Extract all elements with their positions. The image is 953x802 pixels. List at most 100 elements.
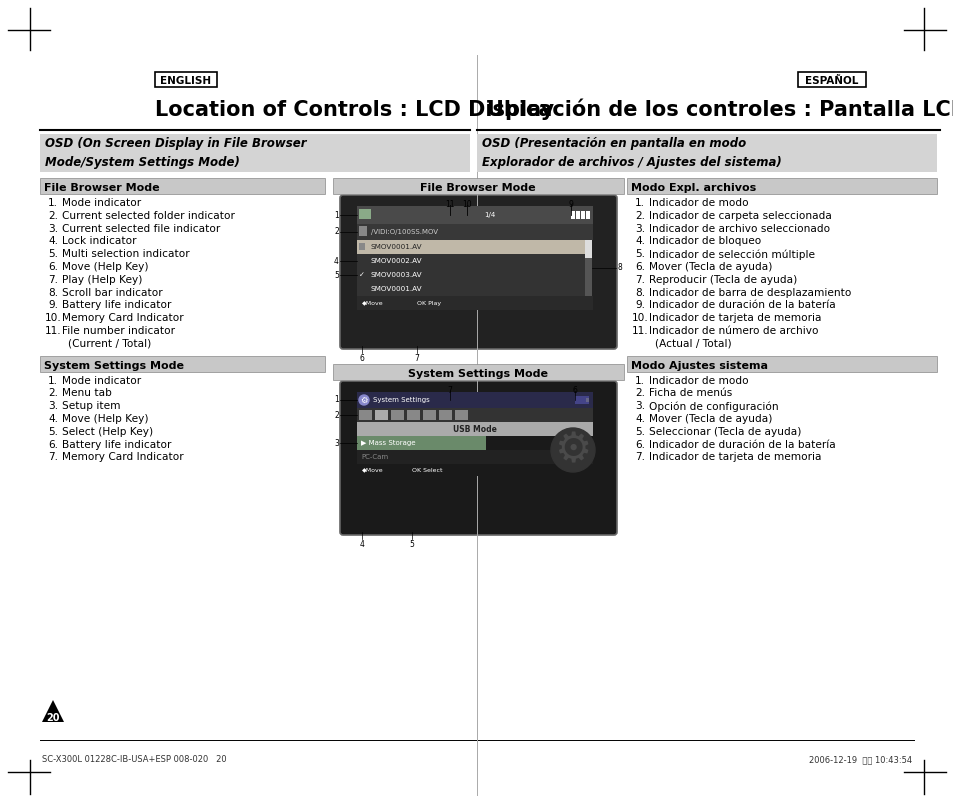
Text: Scroll bar indicator: Scroll bar indicator xyxy=(62,288,162,298)
Text: Location of Controls : LCD Display: Location of Controls : LCD Display xyxy=(154,100,554,120)
Text: 6.: 6. xyxy=(635,262,644,272)
Text: 9.: 9. xyxy=(48,301,58,310)
FancyBboxPatch shape xyxy=(339,195,617,349)
Bar xyxy=(407,410,419,420)
Text: OK Select: OK Select xyxy=(412,468,442,472)
Bar xyxy=(356,422,593,436)
Circle shape xyxy=(551,428,595,472)
Text: 1.: 1. xyxy=(48,375,58,386)
Bar xyxy=(356,464,593,476)
Text: 5.: 5. xyxy=(635,249,644,259)
Bar xyxy=(356,436,485,450)
Text: System Settings Mode: System Settings Mode xyxy=(44,361,184,371)
Text: 7.: 7. xyxy=(48,275,58,285)
Text: 5.: 5. xyxy=(48,249,58,259)
Bar xyxy=(797,72,865,87)
Text: Play (Help Key): Play (Help Key) xyxy=(62,275,142,285)
Text: Indicador de modo: Indicador de modo xyxy=(648,198,748,208)
Text: Move (Help Key): Move (Help Key) xyxy=(62,414,149,424)
Text: 5: 5 xyxy=(334,270,338,280)
Text: Current selected folder indicator: Current selected folder indicator xyxy=(62,211,234,221)
Text: 7.: 7. xyxy=(635,452,644,463)
Text: ⚙: ⚙ xyxy=(554,429,591,471)
Bar xyxy=(356,282,584,296)
Text: 10: 10 xyxy=(461,200,472,209)
Text: OK Play: OK Play xyxy=(416,301,440,306)
Bar xyxy=(438,410,452,420)
FancyBboxPatch shape xyxy=(339,381,617,535)
Text: 4.: 4. xyxy=(635,237,644,246)
Text: 2.: 2. xyxy=(635,211,644,221)
Text: Indicador de carpeta seleccionada: Indicador de carpeta seleccionada xyxy=(648,211,831,221)
Bar xyxy=(580,211,584,219)
Bar xyxy=(575,396,588,404)
Bar xyxy=(356,392,593,408)
Text: SMOV0001.AV: SMOV0001.AV xyxy=(371,244,422,250)
Text: 7.: 7. xyxy=(635,275,644,285)
Text: Indicador de duración de la batería: Indicador de duración de la batería xyxy=(648,301,835,310)
Bar xyxy=(626,178,936,194)
Text: Battery life indicator: Battery life indicator xyxy=(62,301,172,310)
Text: Seleccionar (Tecla de ayuda): Seleccionar (Tecla de ayuda) xyxy=(648,427,801,437)
Bar xyxy=(356,240,584,254)
Text: 1/4: 1/4 xyxy=(484,212,496,218)
Text: /VIDi:O/100SS.MOV: /VIDi:O/100SS.MOV xyxy=(371,229,437,235)
Text: File Browser Mode: File Browser Mode xyxy=(44,183,159,193)
Bar xyxy=(358,226,367,236)
Text: 1.: 1. xyxy=(48,198,58,208)
Text: 4: 4 xyxy=(359,540,364,549)
Text: 4.: 4. xyxy=(48,237,58,246)
Bar xyxy=(585,398,588,402)
Bar xyxy=(356,296,593,310)
Text: Battery life indicator: Battery life indicator xyxy=(62,439,172,450)
Text: Reproducir (Tecla de ayuda): Reproducir (Tecla de ayuda) xyxy=(648,275,797,285)
Text: 6.: 6. xyxy=(635,439,644,450)
Text: ▶ Mass Storage: ▶ Mass Storage xyxy=(360,440,416,446)
Text: Menu tab: Menu tab xyxy=(62,388,112,399)
Text: System Settings Mode: System Settings Mode xyxy=(408,369,547,379)
Text: 10.: 10. xyxy=(631,314,648,323)
Text: 1: 1 xyxy=(334,210,338,220)
Text: 11: 11 xyxy=(445,200,455,209)
Text: ◆Move: ◆Move xyxy=(361,468,383,472)
Polygon shape xyxy=(42,700,64,722)
Text: 3.: 3. xyxy=(635,401,644,411)
Text: 6.: 6. xyxy=(48,262,58,272)
Text: 3.: 3. xyxy=(48,224,58,233)
Text: 9.: 9. xyxy=(635,301,644,310)
Text: Ubicación de los controles : Pantalla LCD: Ubicación de los controles : Pantalla LC… xyxy=(486,100,953,120)
Text: USB Mode: USB Mode xyxy=(453,424,497,434)
Text: 9: 9 xyxy=(568,200,573,209)
Text: PC-Cam: PC-Cam xyxy=(360,454,388,460)
Text: File Browser Mode: File Browser Mode xyxy=(419,183,536,193)
Text: Select (Help Key): Select (Help Key) xyxy=(62,427,153,437)
Text: OSD (On Screen Display in File Browser
Mode/System Settings Mode): OSD (On Screen Display in File Browser M… xyxy=(45,137,306,169)
Text: Modo Expl. archivos: Modo Expl. archivos xyxy=(630,183,756,193)
Text: System Settings: System Settings xyxy=(373,397,429,403)
Text: Indicador de bloqueo: Indicador de bloqueo xyxy=(648,237,760,246)
Bar xyxy=(422,410,436,420)
Bar xyxy=(40,178,325,194)
Text: 3.: 3. xyxy=(635,224,644,233)
Text: ENGLISH: ENGLISH xyxy=(160,76,212,86)
Text: Indicador de tarjeta de memoria: Indicador de tarjeta de memoria xyxy=(648,452,821,463)
Text: 20: 20 xyxy=(46,713,60,723)
Text: ✓: ✓ xyxy=(358,272,364,278)
Text: Mover (Tecla de ayuda): Mover (Tecla de ayuda) xyxy=(648,262,772,272)
Text: 7.: 7. xyxy=(48,452,58,463)
Text: Memory Card Indicator: Memory Card Indicator xyxy=(62,314,183,323)
Bar xyxy=(476,134,936,172)
Text: Indicador de número de archivo: Indicador de número de archivo xyxy=(648,326,818,336)
Text: SMOV0002.AV: SMOV0002.AV xyxy=(371,258,422,264)
Bar xyxy=(584,240,592,296)
Text: Indicador de archivo seleccionado: Indicador de archivo seleccionado xyxy=(648,224,829,233)
Text: 2: 2 xyxy=(334,411,338,419)
Text: Indicador de selección múltiple: Indicador de selección múltiple xyxy=(648,249,814,260)
Text: Mode indicator: Mode indicator xyxy=(62,375,141,386)
Text: Indicador de tarjeta de memoria: Indicador de tarjeta de memoria xyxy=(648,314,821,323)
Text: 10.: 10. xyxy=(45,314,62,323)
Text: Ficha de menús: Ficha de menús xyxy=(648,388,732,399)
Text: 1.: 1. xyxy=(635,375,644,386)
Text: 6: 6 xyxy=(359,354,364,363)
Text: 8: 8 xyxy=(618,264,622,273)
